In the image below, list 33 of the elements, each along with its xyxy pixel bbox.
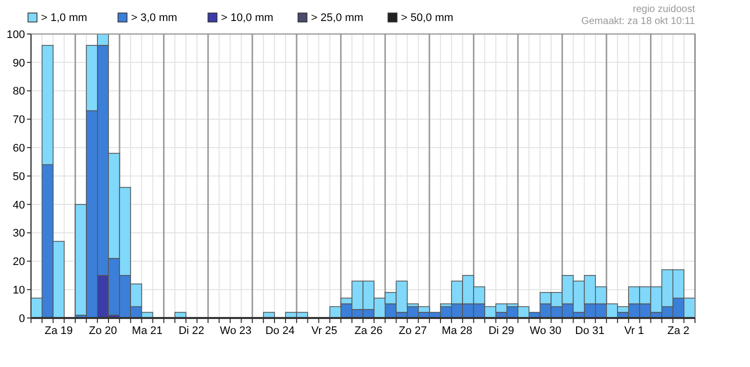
x-tick-label: Do 24 [265, 325, 295, 337]
y-tick-label: 0 [18, 312, 25, 325]
y-tick-label: 60 [12, 142, 25, 154]
x-tick-label: Di 22 [178, 325, 204, 337]
y-tick-label: 80 [12, 86, 25, 98]
legend-label: > 1,0 mm [41, 12, 88, 24]
x-tick-label: Za 19 [44, 325, 73, 337]
legend-label: > 25,0 mm [311, 12, 364, 24]
x-tick-label: Vr 25 [311, 325, 338, 337]
x-tick-label: Di 29 [488, 325, 514, 337]
x-tick-label: Zo 20 [88, 325, 118, 337]
y-tick-label: 10 [12, 284, 25, 296]
x-tick-label: Do 31 [575, 325, 605, 337]
x-tick-label: Za 2 [667, 325, 690, 337]
x-tick-label: Wo 23 [220, 325, 252, 337]
y-tick-label: 30 [12, 228, 25, 240]
x-tick-label: Zo 27 [398, 325, 427, 337]
x-tick-label: Za 26 [354, 325, 383, 337]
y-tick-label: 100 [6, 28, 25, 41]
y-tick-label: 40 [12, 199, 25, 212]
y-tick-label: 70 [12, 114, 25, 126]
chart-subtitle: Gemaakt: za 18 okt 10:11 [581, 16, 696, 27]
chart-title: regio zuidoost [632, 4, 696, 15]
x-tick-label: Ma 21 [132, 325, 162, 337]
x-tick-label: Ma 28 [442, 325, 472, 337]
x-tick-label: Wo 30 [530, 325, 562, 337]
y-tick-label: 90 [12, 57, 25, 70]
legend-label: > 50,0 mm [401, 12, 454, 24]
x-tick-label: Vr 1 [624, 325, 644, 337]
y-tick-label: 50 [12, 170, 25, 183]
legend-label: > 10,0 mm [221, 12, 274, 24]
y-tick-label: 20 [12, 256, 25, 268]
legend-label: > 3,0 mm [131, 12, 178, 24]
